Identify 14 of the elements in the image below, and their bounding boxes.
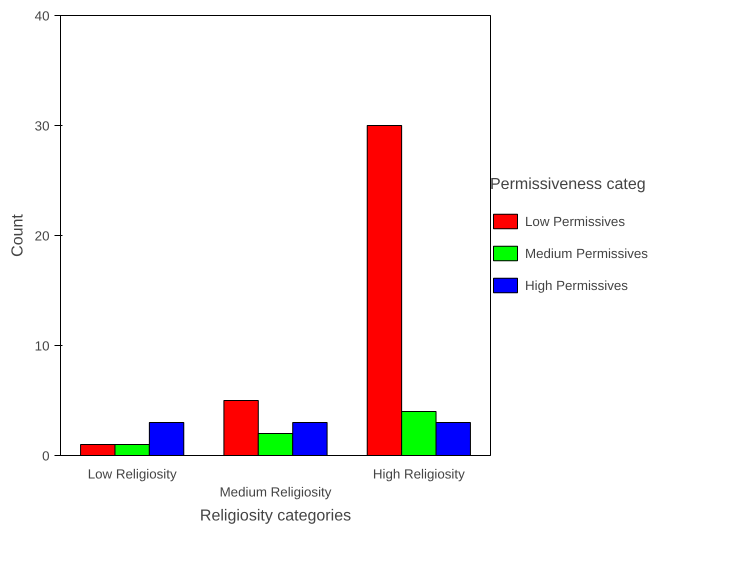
y-tick-label: 30 [34,118,50,134]
y-tick-label: 0 [42,448,50,464]
x-tick-label: Low Religiosity [88,466,177,482]
y-tick-label: 40 [34,8,50,24]
y-tick-label: 10 [34,338,50,354]
x-axis-title: Religiosity categories [200,508,352,524]
x-tick-label: High Religiosity [372,466,466,482]
legend-title: Permissiveness categ [490,176,647,194]
x-tick-label: Medium Religiosity [220,484,332,500]
legend-label: Low Permissives [525,214,625,228]
y-axis-title: Count [10,214,27,257]
legend-label: Medium Permissives [525,246,648,260]
legend-label: High Permissives [525,278,628,292]
y-tick-label: 20 [34,228,50,244]
